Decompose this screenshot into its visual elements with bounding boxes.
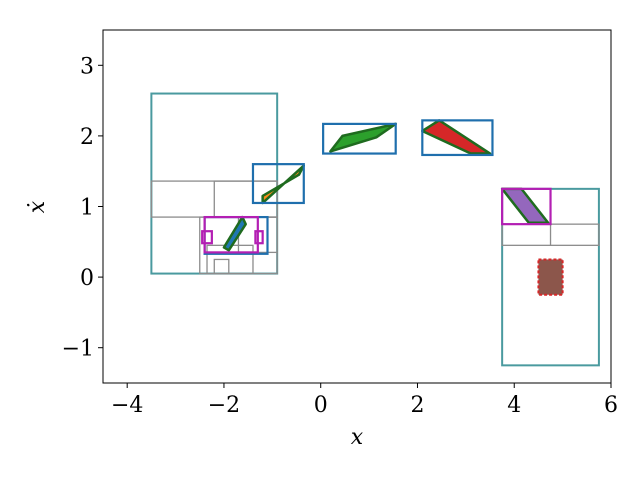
bounding-box-blue-3: [421, 119, 494, 157]
bounding-box-blue-1: [251, 163, 305, 205]
y-tick-label: 3: [80, 54, 94, 79]
bounding-box-blue-2: [322, 122, 397, 155]
target-region-0: [537, 258, 564, 296]
y-tick-label: −1: [62, 337, 94, 362]
bounding-box-magenta-5: [201, 230, 213, 245]
bounding-box-magenta-4: [203, 215, 259, 254]
y-axis-label: ẋ: [25, 200, 50, 213]
x-tick-label: 6: [604, 393, 618, 418]
x-axis-label: x: [351, 425, 364, 450]
bounding-box-magenta-7: [501, 187, 552, 226]
partition-inner-box-5: [213, 258, 230, 275]
x-tick-label: 4: [507, 393, 521, 418]
reachable-set-polygon-3: [421, 119, 492, 155]
reachable-set-polygon-0: [222, 215, 247, 252]
reachable-set-polygon-2: [329, 122, 397, 153]
reachable-set-polygon-1: [261, 164, 306, 205]
x-tick-label: −4: [111, 393, 143, 418]
reachable-set-polygon-4: [500, 187, 550, 224]
x-tick-label: 2: [410, 393, 424, 418]
x-tick-label: 0: [314, 393, 328, 418]
y-tick-label: 2: [80, 125, 94, 150]
axis-ticks: −4 −2 0 2 4 6 −1 0 1 2 3: [62, 54, 618, 418]
y-tick-label: 0: [80, 266, 94, 291]
plot-data-layer: [150, 92, 600, 367]
bounding-box-magenta-6: [254, 230, 264, 245]
y-tick-label: 1: [80, 196, 94, 221]
x-tick-label: −2: [208, 393, 240, 418]
